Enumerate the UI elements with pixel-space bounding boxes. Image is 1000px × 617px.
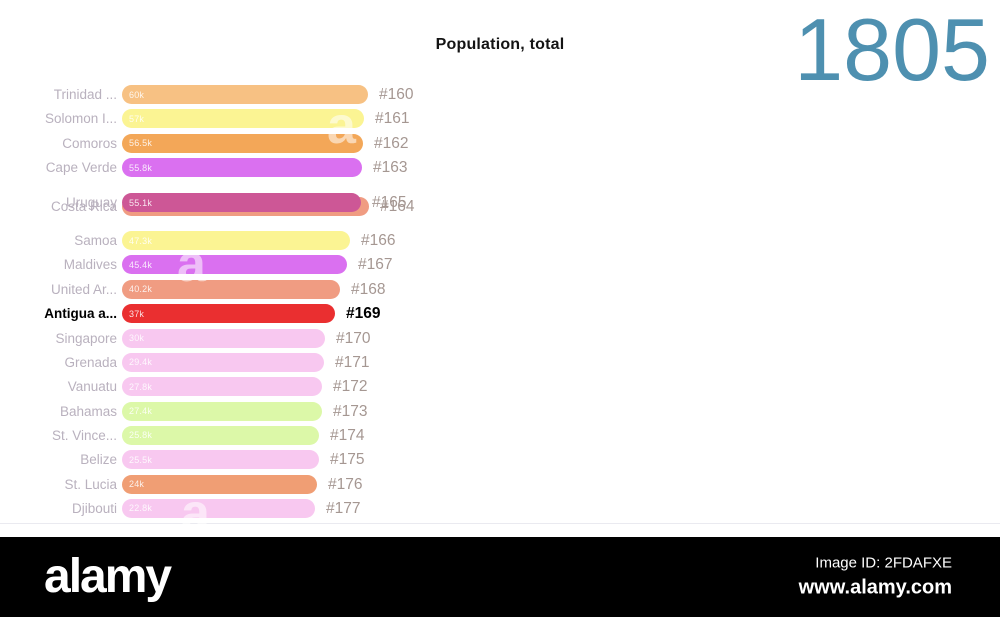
rank-label: #163 [373, 159, 408, 177]
bar-value-label: 37k [129, 308, 145, 319]
rank-label: #162 [374, 134, 409, 152]
country-label: Uruguay [65, 195, 117, 211]
country-label: Grenada [64, 354, 117, 370]
bar-row: Samoa 47.3k #166 [0, 231, 1000, 251]
bar: 27.4k [122, 401, 322, 421]
rank-label: #170 [336, 329, 371, 347]
bar-value-label: 55.8k [129, 162, 153, 173]
bar-value-label: 55.1k [129, 197, 153, 208]
bar: 57k [122, 109, 364, 129]
country-label: Belize [80, 452, 117, 468]
bar: 29.4k [122, 352, 324, 372]
country-label: Solomon I... [44, 111, 117, 127]
bar-row: St. Vince... 25.8k #174 [0, 425, 1000, 445]
country-label: Costa Rica [50, 199, 117, 215]
country-label: Comoros [62, 135, 117, 151]
bar: 55.1k [122, 193, 361, 213]
rank-label: #160 [379, 86, 414, 103]
bar-value-label: 56.5k [129, 138, 153, 149]
bar-row: Antigua a... 37k #169 [0, 304, 1000, 324]
country-label: Vanuatu [67, 379, 117, 395]
rank-label: #176 [328, 475, 363, 493]
bar: 27.8k [122, 377, 322, 397]
chart-baseline-divider [0, 523, 1000, 524]
bar-row: Bahamas 27.4k #173 [0, 401, 1000, 421]
country-label: Singapore [55, 330, 117, 346]
bar-value-label: 60k [129, 89, 145, 100]
bar-value-label: 27.8k [129, 381, 153, 392]
rank-label: #169 [346, 305, 381, 323]
bar: 24k [122, 474, 317, 494]
alamy-footer-bar: alamy Image ID: 2FDAFXE www.alamy.com [0, 537, 1000, 617]
bar-value-label: 57k [129, 113, 145, 124]
bar-row: Belize 25.5k #175 [0, 450, 1000, 470]
bar-value-label: 25.8k [129, 430, 153, 441]
bar-row: Maldives 45.4k #167 [0, 255, 1000, 275]
country-label: Djibouti [71, 500, 117, 516]
bar-value-label: 24k [129, 479, 145, 490]
rank-label: #175 [330, 451, 365, 469]
country-label: Antigua a... [44, 306, 117, 322]
rank-label: #168 [351, 280, 386, 298]
chart-title: Population, total [435, 36, 565, 53]
bar-value-label: 45.4k [129, 259, 153, 270]
country-label: St. Vince... [51, 427, 117, 443]
rank-label: #171 [335, 353, 370, 371]
country-label: Maldives [63, 257, 117, 273]
bar: 25.5k [122, 450, 319, 470]
bar-value-label: 22.8k [129, 503, 153, 514]
bar-value-label: 25.5k [129, 454, 153, 465]
country-label: Trinidad ... [53, 87, 117, 102]
bar-row: Solomon I... 57k #161 [0, 109, 1000, 129]
bar-value-label: 27.4k [129, 406, 153, 417]
bar: 47.3k [122, 231, 350, 251]
rank-label: #173 [333, 402, 368, 420]
rank-label: #164 [380, 198, 415, 216]
bar: 30k [122, 328, 325, 348]
rank-label: #167 [358, 256, 393, 274]
rank-label: #172 [333, 378, 368, 396]
bar-value-label: 40.2k [129, 284, 153, 295]
country-label: St. Lucia [64, 476, 117, 492]
bar-row: Vanuatu 27.8k #172 [0, 377, 1000, 397]
country-label: Samoa [74, 233, 117, 249]
rank-label: #165 [372, 194, 407, 212]
bar: 22.8k [122, 498, 315, 518]
bar: 40.2k [122, 279, 340, 299]
bar-chart: Trinidad ... 60k #160 Solomon I... 57k #… [0, 85, 1000, 518]
country-label: Cape Verde [45, 160, 117, 176]
bar: 55.8k [122, 158, 362, 178]
bar-row: Comoros 56.5k #162 [0, 133, 1000, 153]
bar-row: United Ar... 40.2k #168 [0, 279, 1000, 299]
bar-value-label: 29.4k [129, 357, 153, 368]
bar-row: St. Lucia 24k #176 [0, 474, 1000, 494]
rank-label: #161 [375, 110, 410, 128]
bar-row: Singapore 30k #170 [0, 328, 1000, 348]
bar-row: Djibouti 22.8k #177 [0, 498, 1000, 518]
bar-value-label: 30k [129, 333, 145, 343]
bar: 37k [122, 304, 335, 324]
bar-row: Uruguay 55.1k #165 [0, 193, 1000, 213]
year-counter: 1805 [794, 0, 990, 99]
bar-row: Cape Verde 55.8k #163 [0, 158, 1000, 178]
bar: 25.8k [122, 425, 319, 445]
bar: 56.5k [122, 133, 363, 153]
rank-label: #166 [361, 232, 396, 250]
image-id-text: Image ID: 2FDAFXE [815, 554, 952, 572]
rank-label: #174 [330, 426, 365, 444]
country-label: Bahamas [59, 403, 117, 419]
alamy-logo: alamy [44, 550, 172, 603]
bar-value-label: 47.3k [129, 235, 153, 246]
alamy-url-text: www.alamy.com [798, 576, 952, 599]
bar-row: Grenada 29.4k #171 [0, 352, 1000, 372]
bar-row: Trinidad ... 60k #160 [0, 85, 1000, 104]
bar: 45.4k [122, 255, 347, 275]
bar: 60k [122, 85, 368, 104]
country-label: United Ar... [50, 281, 117, 297]
footer-credits: Image ID: 2FDAFXE www.alamy.com [799, 555, 952, 600]
rank-label: #177 [326, 499, 361, 517]
